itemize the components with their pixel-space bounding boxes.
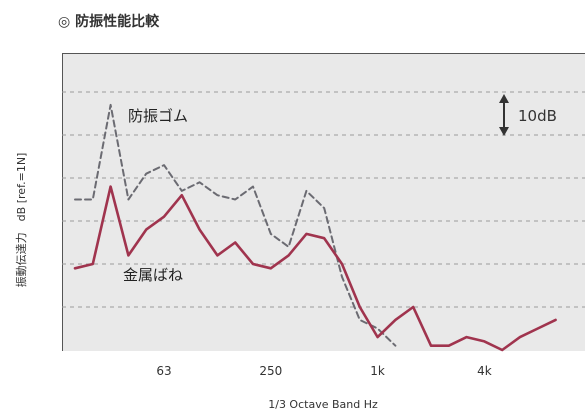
plot-area	[62, 53, 585, 351]
series-label: 金属ばね	[123, 266, 183, 284]
chart-title: ◎ 防振性能比較	[58, 14, 160, 30]
y-axis-label: 振動伝達力 dB [ref.=1N]	[15, 152, 28, 288]
x-axis-label: 1/3 Octave Band Hz	[268, 398, 378, 411]
scale-indicator: 10dB	[499, 94, 557, 136]
x-tick-label: 1k	[370, 364, 385, 378]
gridlines	[62, 91, 585, 308]
x-tick-label: 63	[156, 364, 171, 378]
x-axis-ticks: 63 250 1k 4k	[156, 364, 491, 378]
series-line	[73, 185, 557, 352]
x-tick-label: 4k	[477, 364, 492, 378]
scale-arrow-down-icon	[499, 127, 509, 136]
scale-arrow-up-icon	[499, 94, 509, 103]
series-label: 防振ゴム	[128, 107, 188, 125]
series-lines	[73, 103, 557, 352]
scale-label: 10dB	[518, 107, 557, 125]
series-line	[74, 103, 397, 347]
x-tick-label: 250	[259, 364, 282, 378]
